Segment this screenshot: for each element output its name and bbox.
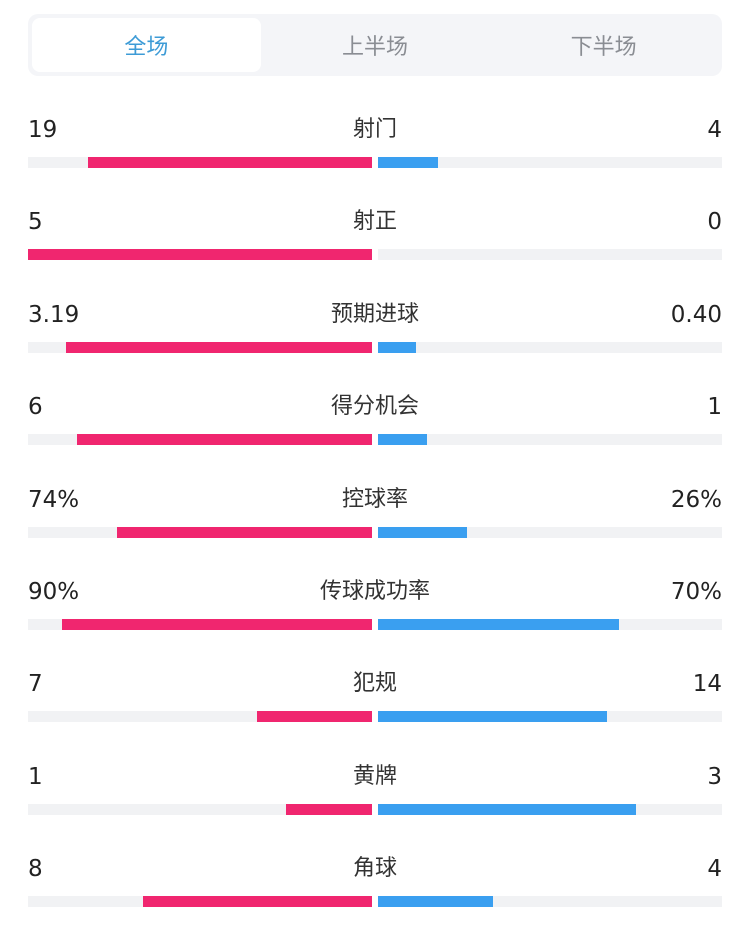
home-bar-fill [286, 803, 372, 815]
home-value: 1 [28, 763, 43, 790]
stat-label: 得分机会 [330, 394, 419, 420]
away-value: 0.40 [670, 301, 722, 328]
home-bar-fill [257, 711, 372, 723]
home-bar-fill [142, 896, 372, 908]
away-bar-track [378, 711, 722, 723]
home-bar-track [28, 896, 372, 908]
stat-row: 7 犯规 14 [28, 664, 722, 756]
away-value: 4 [707, 856, 722, 883]
tab-second-half[interactable]: 下半场 [570, 35, 637, 60]
away-value: 4 [707, 117, 722, 143]
away-bar-fill [378, 157, 438, 168]
home-bar-fill [66, 341, 372, 353]
stat-row: 3.19 预期进球 0.40 [28, 295, 722, 387]
stats-list: 19 射门 4 5 射正 0 3.19 预期进球 0.40 6 得分机会 1 7… [28, 110, 722, 942]
home-bar-track [28, 711, 372, 723]
away-value: 3 [707, 763, 722, 790]
away-bar-fill [378, 618, 619, 630]
away-bar-fill [378, 803, 636, 815]
away-bar-track [378, 157, 722, 168]
away-value: 26% [670, 486, 722, 513]
home-value: 90% [28, 578, 80, 605]
stat-label: 角球 [352, 856, 397, 882]
away-value: 14 [692, 671, 722, 698]
stat-label: 射门 [352, 117, 397, 142]
home-bar-fill [117, 526, 372, 538]
home-value: 19 [28, 117, 58, 143]
stat-label: 射正 [352, 209, 397, 235]
stat-row: 6 得分机会 1 [28, 387, 722, 479]
stat-row: 5 射正 0 [28, 202, 722, 294]
away-value: 1 [707, 394, 722, 421]
home-value: 7 [28, 671, 43, 698]
home-bar-fill [87, 157, 372, 168]
away-bar-track [378, 618, 722, 630]
stat-label: 犯规 [352, 671, 397, 697]
away-bar-track [378, 803, 722, 815]
away-bar-fill [378, 434, 428, 446]
away-value: 70% [670, 578, 722, 605]
away-bar-track [378, 341, 722, 353]
home-bar-track [28, 803, 372, 815]
stat-row: 74% 控球率 26% [28, 480, 722, 572]
home-bar-track [28, 526, 372, 538]
home-bar-track [28, 434, 372, 446]
stat-row: 19 射门 4 [28, 110, 722, 202]
period-tabs: 全场 上半场 下半场 [28, 14, 722, 76]
home-value: 8 [28, 856, 43, 883]
away-bar-fill [378, 896, 493, 908]
home-bar-track [28, 157, 372, 168]
stat-row: 8 角球 4 [28, 849, 722, 941]
away-bar-fill [378, 711, 608, 723]
away-bar-track [378, 249, 722, 261]
tab-first-half[interactable]: 上半场 [342, 35, 409, 60]
home-bar-fill [62, 618, 372, 630]
stat-label: 传球成功率 [319, 578, 430, 604]
home-bar-fill [77, 434, 372, 446]
stat-row: 1 黄牌 3 [28, 757, 722, 849]
home-value: 6 [28, 394, 43, 421]
away-value: 0 [707, 209, 722, 236]
home-bar-track [28, 249, 372, 261]
home-bar-track [28, 341, 372, 353]
stat-row: 90% 传球成功率 70% [28, 572, 722, 664]
home-bar-fill [28, 249, 372, 261]
home-value: 3.19 [28, 301, 80, 328]
stat-label: 黄牌 [352, 763, 397, 789]
home-value: 5 [28, 209, 43, 236]
away-bar-track [378, 896, 722, 908]
away-bar-fill [378, 526, 468, 538]
home-bar-track [28, 618, 372, 630]
away-bar-track [378, 434, 722, 446]
away-bar-fill [378, 341, 417, 353]
stat-label: 预期进球 [330, 301, 419, 327]
home-value: 74% [28, 486, 80, 513]
away-bar-track [378, 526, 722, 538]
stat-label: 控球率 [341, 486, 408, 512]
tab-full-match[interactable]: 全场 [32, 18, 261, 72]
